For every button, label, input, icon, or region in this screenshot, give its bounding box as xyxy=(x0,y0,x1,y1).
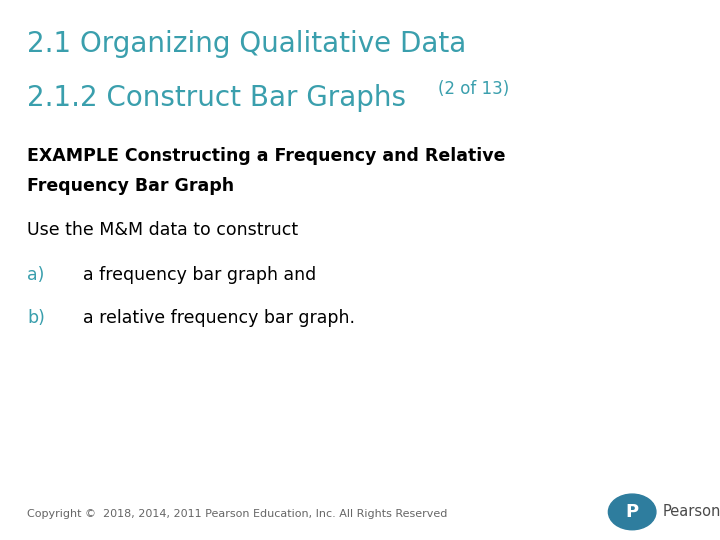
Text: P: P xyxy=(626,503,639,521)
Text: 2.1.2 Construct Bar Graphs: 2.1.2 Construct Bar Graphs xyxy=(27,84,406,112)
Text: 2.1 Organizing Qualitative Data: 2.1 Organizing Qualitative Data xyxy=(27,30,467,58)
Text: EXAMPLE Constructing a Frequency and Relative: EXAMPLE Constructing a Frequency and Rel… xyxy=(27,147,506,165)
Text: a frequency bar graph and: a frequency bar graph and xyxy=(83,266,316,284)
Text: Frequency Bar Graph: Frequency Bar Graph xyxy=(27,177,235,195)
Text: a): a) xyxy=(27,266,45,284)
Text: Pearson: Pearson xyxy=(662,504,720,519)
Text: b): b) xyxy=(27,309,45,327)
Text: (2 of 13): (2 of 13) xyxy=(438,80,509,98)
Text: Use the M&M data to construct: Use the M&M data to construct xyxy=(27,221,299,239)
Text: a relative frequency bar graph.: a relative frequency bar graph. xyxy=(83,309,355,327)
Circle shape xyxy=(608,494,656,530)
Text: Copyright ©  2018, 2014, 2011 Pearson Education, Inc. All Rights Reserved: Copyright © 2018, 2014, 2011 Pearson Edu… xyxy=(27,509,448,519)
